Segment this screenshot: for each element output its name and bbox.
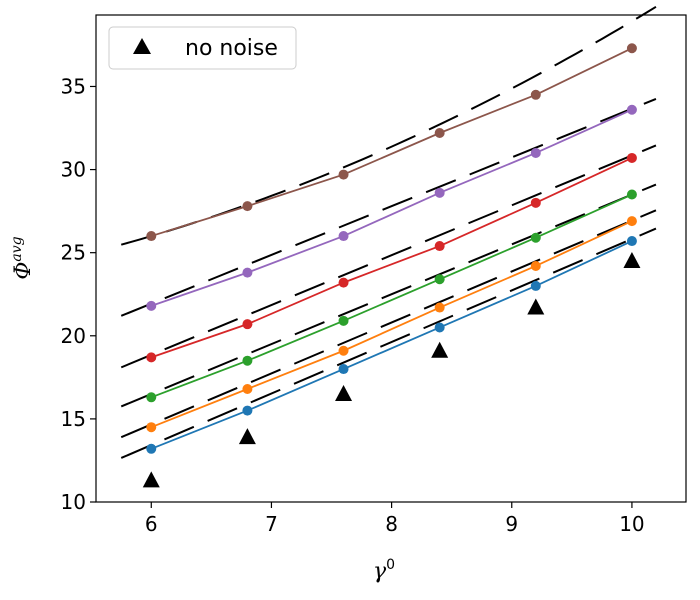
data-point — [434, 274, 445, 285]
data-point — [338, 231, 349, 242]
data-points — [146, 43, 637, 454]
y-axis-label-main: Φ — [11, 262, 36, 280]
series-line — [150, 193, 633, 399]
data-point — [242, 319, 253, 330]
data-point — [626, 189, 637, 200]
y-tick-label: 30 — [61, 158, 86, 182]
y-axis-ticks: 10 15 20 25 30 35 — [61, 74, 96, 514]
series-line — [150, 220, 633, 429]
no-noise-marker — [335, 384, 353, 401]
fit-line — [120, 227, 657, 459]
data-point — [626, 43, 637, 54]
y-tick-label: 10 — [61, 490, 86, 514]
x-tick-label: 9 — [505, 512, 518, 536]
no-noise-marker — [431, 341, 449, 358]
data-point — [338, 315, 349, 326]
series-line — [150, 108, 633, 307]
data-point — [530, 89, 541, 100]
data-point — [530, 197, 541, 208]
y-axis-label-sup: avg — [9, 236, 25, 261]
data-point — [146, 231, 157, 242]
no-noise-marker — [527, 298, 545, 315]
fit-line — [120, 183, 657, 408]
no-noise-marker — [142, 471, 160, 488]
data-point — [434, 241, 445, 252]
legend-label: no noise — [185, 36, 278, 61]
y-tick-label: 20 — [61, 324, 86, 348]
fit-line — [120, 144, 657, 369]
data-point — [242, 405, 253, 416]
data-point — [338, 364, 349, 375]
y-tick-label: 25 — [61, 241, 86, 265]
data-point — [626, 216, 637, 227]
fit-curve — [120, 5, 657, 246]
data-point — [434, 187, 445, 198]
data-point — [626, 104, 637, 115]
data-point — [530, 260, 541, 271]
y-axis-label: Φavg — [9, 236, 36, 279]
x-axis-label: γ0 — [373, 557, 395, 584]
data-point — [242, 267, 253, 278]
y-tick-label: 35 — [61, 74, 86, 98]
fit-lines — [120, 5, 657, 459]
data-point — [530, 147, 541, 158]
legend: no noise — [108, 26, 297, 70]
no-noise-marker — [238, 428, 256, 445]
data-point — [626, 236, 637, 247]
fit-line — [120, 209, 657, 439]
data-point — [242, 201, 253, 212]
legend-box — [108, 26, 297, 70]
fit-line — [120, 98, 657, 317]
no-noise-markers — [142, 251, 641, 488]
x-axis-label-sup: 0 — [386, 557, 395, 573]
data-point — [434, 302, 445, 313]
series-line — [151, 47, 633, 237]
plot-frame — [95, 14, 687, 503]
legend-marker-triangle — [133, 38, 151, 54]
no-noise-marker — [623, 251, 641, 268]
x-axis-ticks: 6 7 8 9 10 — [145, 502, 645, 536]
x-tick-label: 10 — [619, 512, 644, 536]
y-tick-label: 15 — [61, 407, 86, 431]
x-tick-label: 8 — [385, 512, 398, 536]
data-point — [626, 152, 637, 163]
x-tick-label: 6 — [145, 512, 158, 536]
data-point — [530, 232, 541, 243]
series-line — [150, 157, 633, 359]
data-point — [146, 352, 157, 363]
data-point — [146, 443, 157, 454]
data-point — [338, 277, 349, 288]
x-axis-label-main: γ — [373, 559, 387, 584]
data-point — [434, 322, 445, 333]
data-point — [338, 345, 349, 356]
data-point — [146, 300, 157, 311]
data-point — [338, 169, 349, 180]
series-lines — [150, 47, 633, 450]
data-point — [242, 383, 253, 394]
data-point — [146, 422, 157, 433]
data-point — [530, 280, 541, 291]
x-tick-label: 7 — [265, 512, 278, 536]
data-point — [242, 355, 253, 366]
data-point — [146, 392, 157, 403]
series-line — [150, 240, 633, 450]
data-point — [434, 128, 445, 139]
